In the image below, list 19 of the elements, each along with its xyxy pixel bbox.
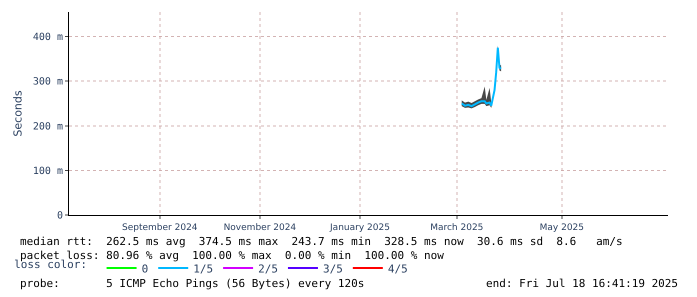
y-tick-label: 400 m — [32, 32, 63, 44]
legend-label: 3/5 — [322, 262, 343, 276]
x-tick-label: May 2025 — [540, 222, 584, 233]
x-tick-label: January 2025 — [329, 222, 390, 233]
x-tick-label: November 2024 — [224, 222, 296, 233]
y-tick-label: 100 m — [32, 166, 63, 177]
x-tick-label: September 2024 — [122, 222, 198, 233]
y-tick-label: 300 m — [32, 76, 63, 88]
y-tick-label: 200 m — [32, 121, 63, 132]
y-axis-title: Seconds — [12, 90, 25, 137]
legend-label: 2/5 — [258, 262, 278, 276]
legend-label: 1/5 — [193, 262, 214, 276]
text: probe: 5 ICMP Echo Pings (56 Bytes) every 120s — [20, 277, 364, 290]
legend-label: 0 — [142, 262, 148, 276]
text: end: Fri Jul 18 16:41:19 2025 — [486, 277, 678, 290]
x-tick-label: March 2025 — [430, 222, 484, 233]
y-tick-label: 0 — [56, 210, 63, 222]
text: median rtt: 262.5 ms avg 374.5 ms max 243.7 ms min 328.5 ms now 30.6 ms sd 8.6 am/s — [20, 235, 623, 248]
legend-label: 4/5 — [388, 262, 408, 276]
